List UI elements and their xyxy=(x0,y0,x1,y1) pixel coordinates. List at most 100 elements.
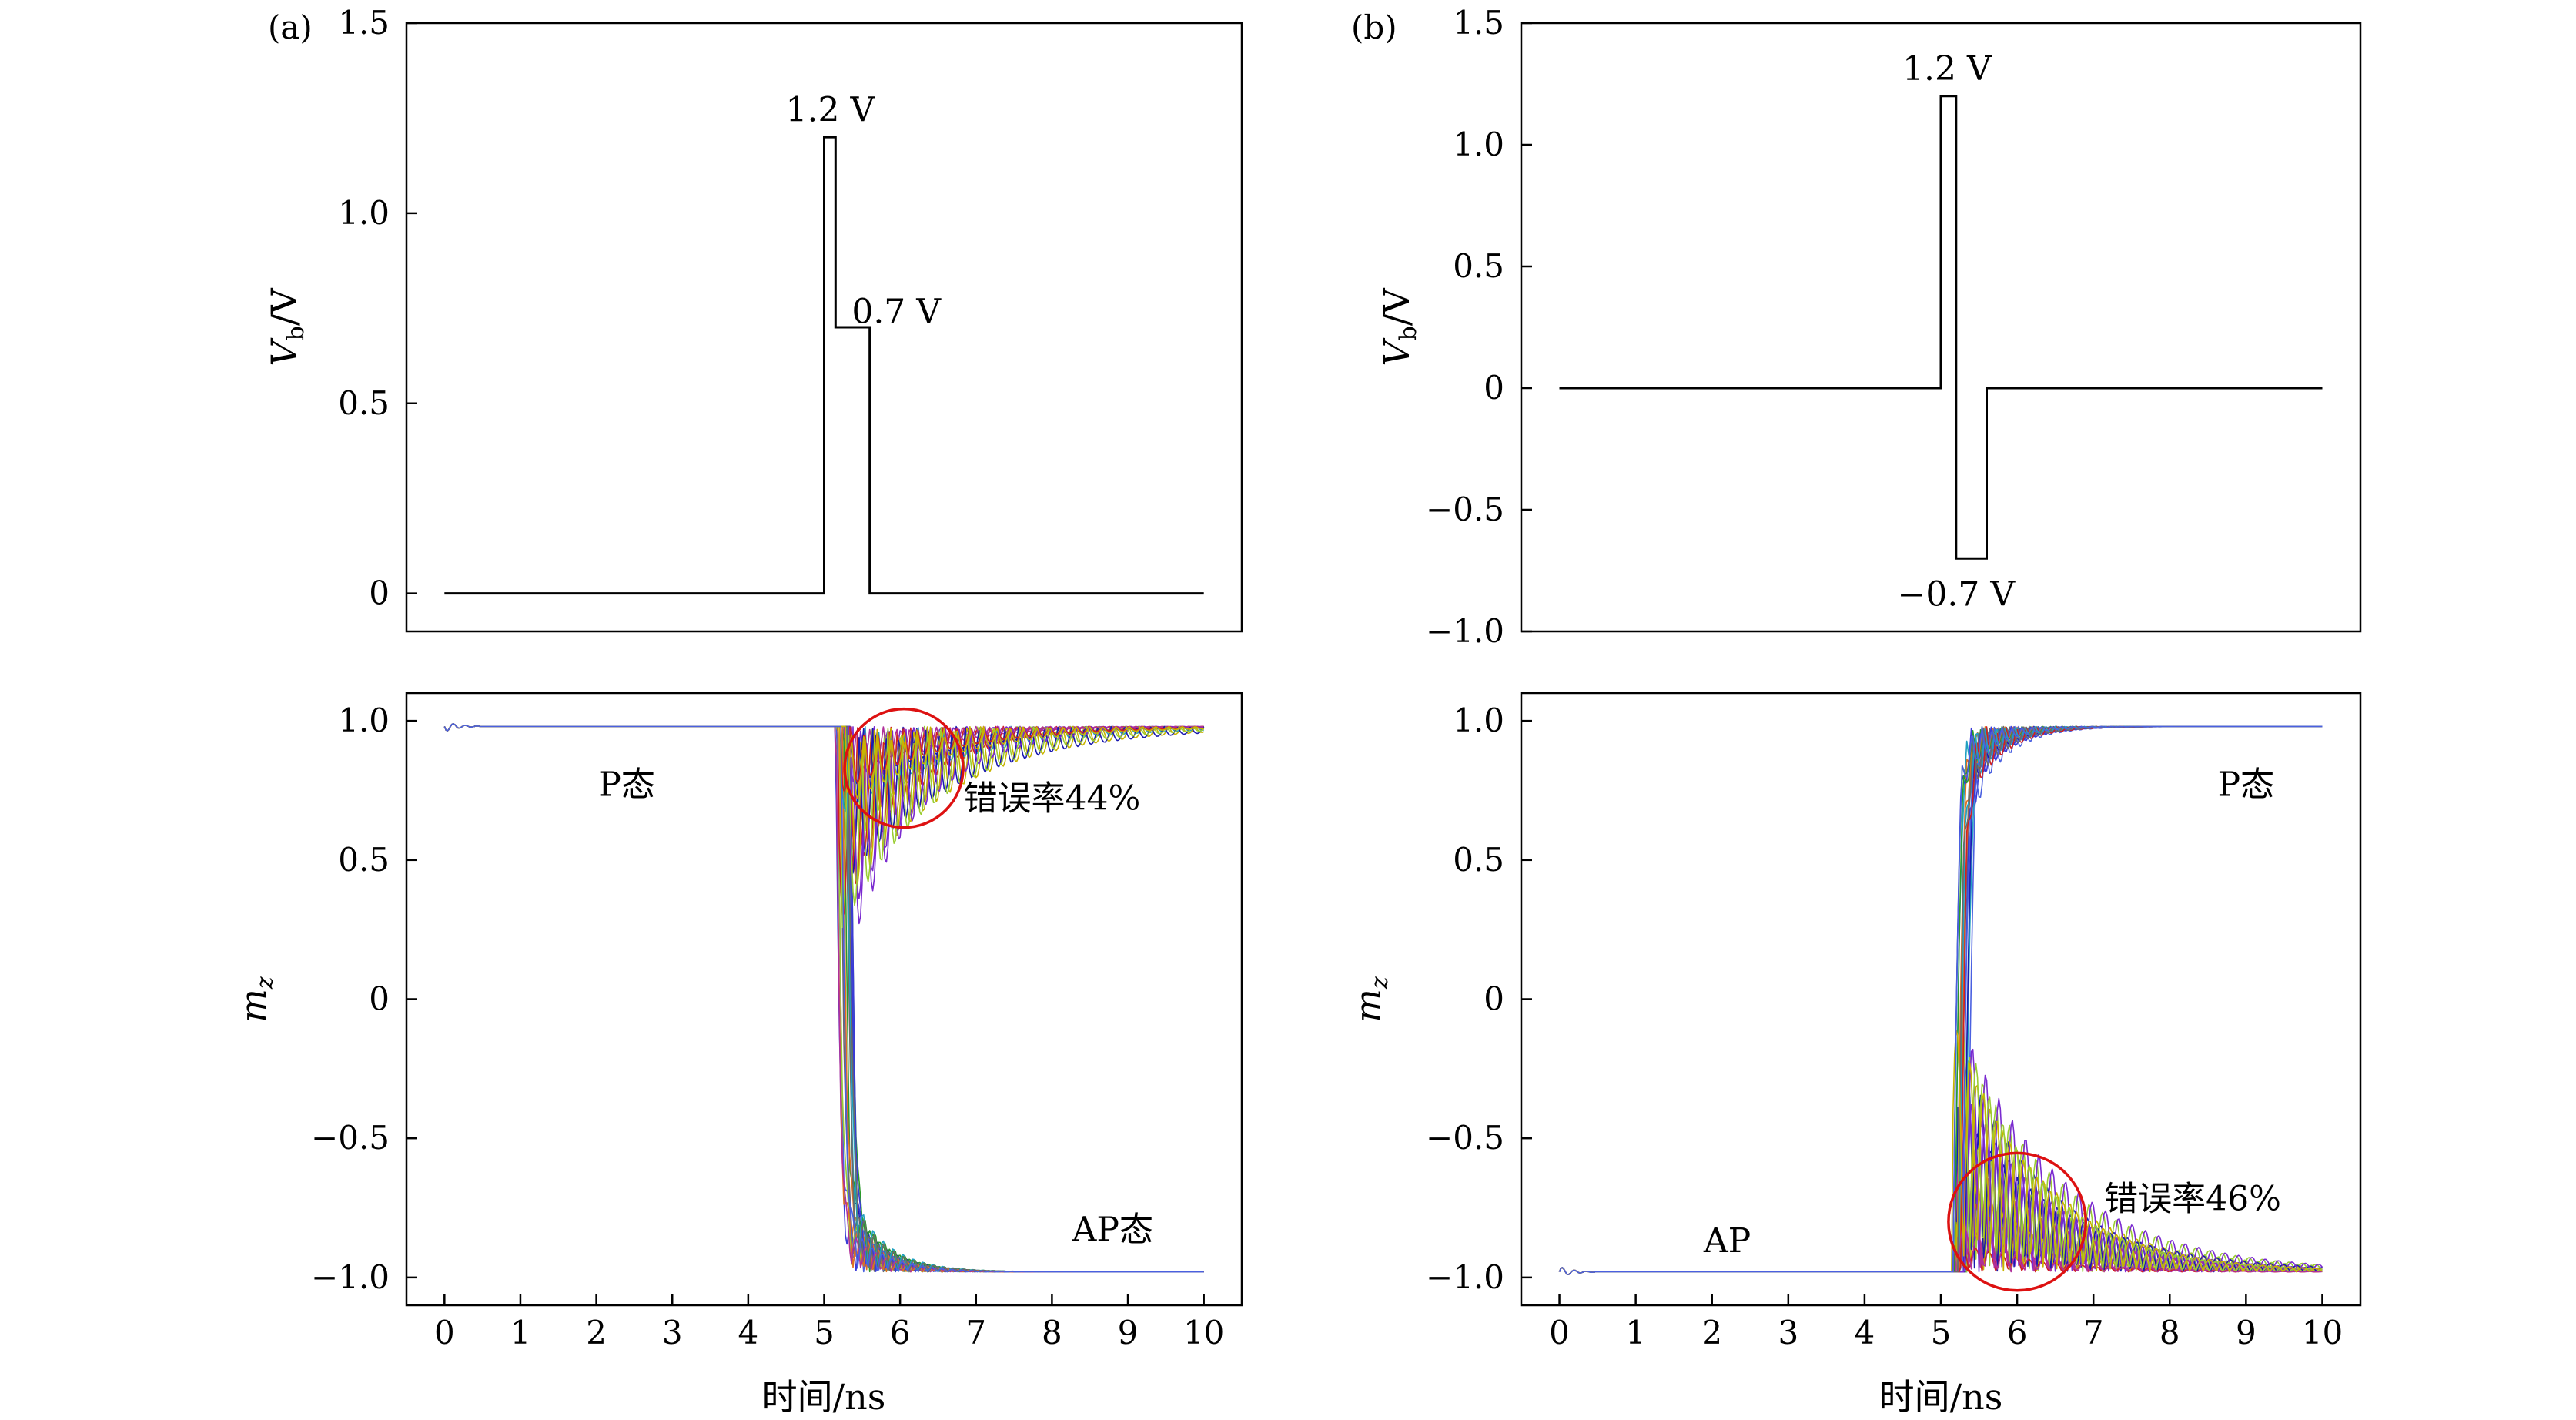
y-axis-label-main: m xyxy=(233,989,274,1023)
x-tick-label: 5 xyxy=(814,1314,835,1351)
y-tick-label: 1.5 xyxy=(338,4,390,42)
trajectory-line xyxy=(1558,1057,2323,1275)
annotation-1.2V: 1.2 V xyxy=(786,91,876,130)
x-tick-label: 4 xyxy=(1855,1314,1875,1351)
panel-a-top: (a) 0 0.5 1.0 1.5 1.2 V 0.7 V Vb/V xyxy=(263,4,1243,633)
trajectory-line xyxy=(1558,1053,2323,1275)
x-tick-label: 7 xyxy=(2083,1314,2104,1351)
y-axis-label: mz xyxy=(233,976,279,1023)
x-tick-label: 7 xyxy=(965,1314,986,1351)
x-tick-label: 3 xyxy=(1778,1314,1798,1351)
x-tick-label: 3 xyxy=(662,1314,683,1351)
y-axis-label-sub: b xyxy=(283,326,309,340)
y-axis-label-sub: b xyxy=(1395,326,1422,340)
annotation-error-rate: 错误率46% xyxy=(2104,1180,2281,1219)
x-tick-label: 0 xyxy=(1549,1314,1570,1351)
annotation-ap: AP xyxy=(1703,1221,1751,1261)
y-tick-label: 0 xyxy=(369,980,390,1018)
x-tick-label: 2 xyxy=(1701,1314,1722,1351)
y-tick-label: −1.0 xyxy=(311,1258,390,1296)
error-highlight-circle xyxy=(1947,1151,2088,1292)
y-axis-label: mz xyxy=(1347,976,1393,1023)
y-axis-label-unit: /V xyxy=(263,288,305,326)
y-tick-label: 0.5 xyxy=(1453,841,1504,879)
y-axis-label-main: m xyxy=(1347,989,1389,1023)
y-ticks: −1.0 −0.5 0 0.5 1.0 xyxy=(311,702,417,1296)
y-ticks: −1.0 −0.5 0 0.5 1.0 1.5 xyxy=(1426,4,1532,650)
plot-frame xyxy=(405,22,1243,633)
trajectory-line xyxy=(443,723,1204,1273)
y-tick-label: 0.5 xyxy=(1453,247,1504,285)
x-tick-label: 10 xyxy=(1183,1314,1224,1351)
trajectory-line xyxy=(443,723,1204,783)
x-tick-label: 2 xyxy=(586,1314,607,1351)
y-tick-label: 0 xyxy=(369,574,390,612)
trajectory-line xyxy=(1558,1048,2323,1275)
y-axis-label: Vb/V xyxy=(1376,288,1422,367)
x-tick-label: 1 xyxy=(510,1314,531,1351)
plot-frame xyxy=(1520,22,2362,633)
trajectory-lines xyxy=(443,723,1205,1273)
annotation-minus-0.7V: −0.7 V xyxy=(1898,575,2016,615)
x-axis-label: 时间/ns xyxy=(1879,1376,2003,1418)
y-tick-label: −0.5 xyxy=(1426,491,1504,528)
annotation-0.7V: 0.7 V xyxy=(851,292,942,331)
y-tick-label: 1.0 xyxy=(1453,126,1504,163)
x-tick-label: 4 xyxy=(738,1314,758,1351)
trajectory-line xyxy=(1558,1029,2323,1275)
y-tick-label: −1.0 xyxy=(1426,612,1504,650)
annotation-p-state: P态 xyxy=(598,765,655,804)
panel-b-top: (b) −1.0 −0.5 0 0.5 1.0 1.5 1.2 V −0.7 V… xyxy=(1351,4,2362,650)
x-ticks: 0 1 2 3 4 5 6 7 8 9 10 xyxy=(1549,1294,2343,1351)
trajectory-line xyxy=(1558,1068,2323,1275)
y-tick-label: 0.5 xyxy=(338,841,390,879)
panel-label-b: (b) xyxy=(1351,8,1397,46)
panel-b-bottom: 0 1 2 3 4 5 6 7 8 9 10 −1.0 −0.5 0 0.5 1… xyxy=(1347,692,2362,1418)
x-tick-label: 8 xyxy=(1042,1314,1062,1351)
x-tick-label: 10 xyxy=(2302,1314,2343,1351)
x-tick-label: 1 xyxy=(1625,1314,1646,1351)
annotation-1.2V: 1.2 V xyxy=(1902,49,1992,89)
y-tick-label: 1.0 xyxy=(1453,702,1504,739)
y-tick-label: 0 xyxy=(1484,980,1504,1018)
y-tick-label: −1.0 xyxy=(1426,1258,1504,1296)
error-highlight-circle xyxy=(843,707,965,829)
annotation-error-rate: 错误率44% xyxy=(964,779,1141,818)
x-tick-label: 5 xyxy=(1931,1314,1952,1351)
x-ticks: 0 1 2 3 4 5 6 7 8 9 10 xyxy=(434,1294,1224,1351)
voltage-pulse-line xyxy=(444,136,1204,595)
y-axis-label-sub: z xyxy=(252,976,279,990)
x-axis-label: 时间/ns xyxy=(762,1376,886,1418)
y-tick-label: 0.5 xyxy=(338,384,390,422)
trajectory-line xyxy=(1558,1026,2323,1275)
y-axis-label: Vb/V xyxy=(263,288,309,367)
panel-a-bottom: 0 1 2 3 4 5 6 7 8 9 10 −1.0 −0.5 0 0.5 1… xyxy=(233,692,1243,1418)
annotation-ap-state: AP态 xyxy=(1072,1210,1153,1249)
panel-label-a: (a) xyxy=(268,8,313,46)
trajectory-line xyxy=(443,723,1204,925)
trajectory-lines xyxy=(1558,725,2323,1275)
y-tick-label: 1.5 xyxy=(1453,4,1504,42)
y-tick-label: −0.5 xyxy=(1426,1119,1504,1157)
x-tick-label: 0 xyxy=(434,1314,455,1351)
y-axis-label-main: V xyxy=(1376,337,1417,367)
x-tick-label: 9 xyxy=(1118,1314,1139,1351)
trajectory-line xyxy=(443,723,1205,929)
y-tick-label: −0.5 xyxy=(311,1119,390,1157)
y-tick-label: 0 xyxy=(1484,369,1504,407)
trajectory-line xyxy=(1558,1074,2323,1275)
voltage-pulse-line xyxy=(1559,95,2323,560)
trajectory-line xyxy=(443,723,1204,916)
y-axis-label-main: V xyxy=(263,337,305,367)
x-tick-label: 9 xyxy=(2236,1314,2257,1351)
x-tick-label: 8 xyxy=(2159,1314,2180,1351)
y-tick-label: 1.0 xyxy=(338,702,390,739)
trajectory-line xyxy=(443,723,1204,784)
x-tick-label: 6 xyxy=(2007,1314,2028,1351)
trajectory-line xyxy=(1558,725,2323,1275)
y-axis-label-sub: z xyxy=(1367,976,1393,990)
y-ticks: −1.0 −0.5 0 0.5 1.0 xyxy=(1426,702,1532,1296)
x-tick-label: 6 xyxy=(890,1314,911,1351)
y-tick-label: 1.0 xyxy=(338,194,390,232)
